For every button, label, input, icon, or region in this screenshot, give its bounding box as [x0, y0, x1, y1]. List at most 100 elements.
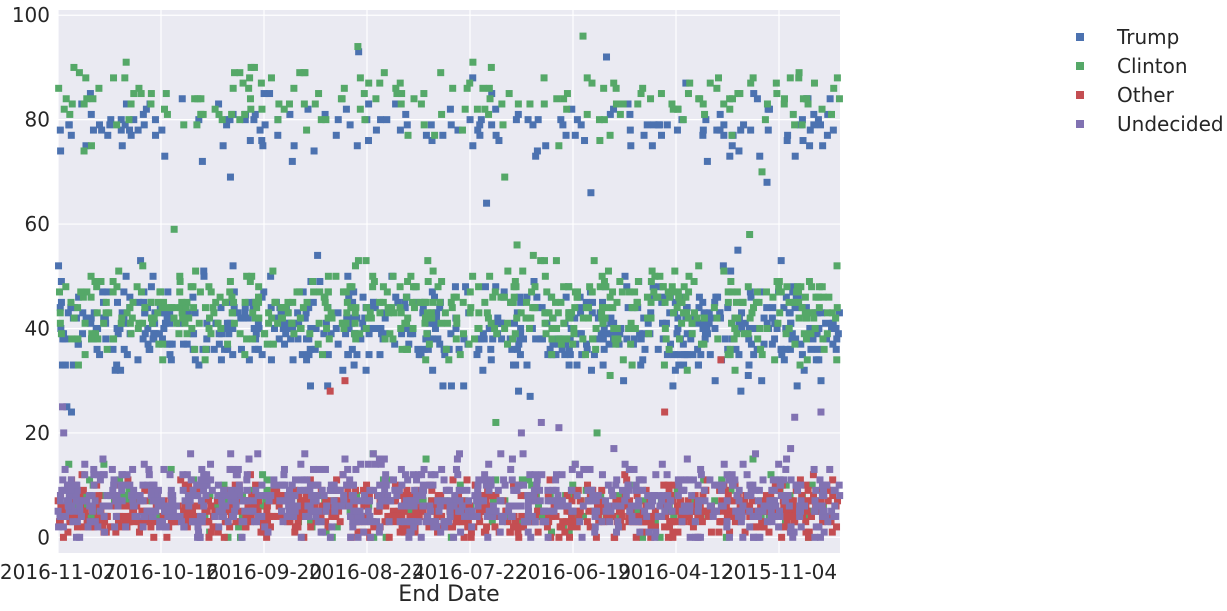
data-point	[798, 121, 806, 129]
data-point	[726, 528, 734, 536]
data-point	[346, 121, 354, 129]
data-point	[615, 492, 623, 500]
data-point	[452, 512, 460, 520]
data-point	[543, 288, 551, 296]
data-point	[617, 502, 625, 510]
data-point	[181, 502, 189, 510]
data-point	[277, 309, 285, 317]
data-point	[285, 324, 293, 332]
data-point	[475, 309, 483, 317]
data-point	[247, 105, 255, 113]
data-point	[412, 283, 420, 291]
data-point	[674, 476, 682, 484]
data-point	[372, 95, 380, 103]
data-point	[295, 319, 303, 327]
data-point	[620, 377, 628, 385]
data-point	[163, 314, 171, 322]
data-point	[723, 471, 731, 479]
data-point	[511, 278, 519, 285]
data-point	[583, 345, 591, 353]
data-point	[232, 518, 240, 526]
data-point	[808, 283, 816, 291]
data-point	[64, 528, 72, 536]
data-point	[126, 319, 134, 327]
data-point	[673, 304, 681, 312]
data-point	[725, 533, 733, 541]
data-point	[63, 497, 71, 505]
data-point	[462, 283, 470, 291]
data-point	[293, 288, 301, 296]
data-point	[139, 110, 147, 118]
data-point	[739, 460, 747, 468]
data-point	[384, 304, 392, 312]
data-point	[599, 298, 607, 306]
data-point	[207, 330, 215, 338]
data-point	[761, 116, 769, 124]
data-point	[453, 455, 461, 463]
data-point	[265, 497, 273, 505]
data-point	[195, 319, 203, 327]
data-point	[91, 278, 99, 285]
data-point	[528, 481, 536, 489]
data-point	[688, 492, 696, 500]
data-point	[109, 288, 117, 296]
data-point	[195, 481, 203, 489]
data-point	[711, 324, 719, 332]
data-point	[619, 100, 627, 108]
data-point	[109, 345, 117, 353]
data-point	[710, 304, 718, 312]
data-point	[635, 497, 643, 505]
data-point	[530, 278, 538, 285]
data-point	[835, 309, 843, 317]
data-point	[147, 90, 155, 98]
data-point	[380, 455, 388, 463]
data-point	[447, 298, 455, 306]
data-point	[654, 345, 662, 353]
data-point	[724, 298, 732, 306]
data-point	[578, 351, 586, 359]
data-point	[348, 288, 356, 296]
data-point	[296, 486, 304, 494]
data-point	[763, 324, 771, 332]
data-point	[553, 502, 561, 510]
data-point	[236, 69, 244, 77]
data-point	[563, 105, 571, 113]
data-point	[659, 492, 667, 500]
data-point	[123, 471, 131, 479]
data-point	[134, 126, 142, 134]
data-point	[613, 298, 621, 306]
data-point	[375, 528, 383, 536]
data-point	[671, 298, 679, 306]
data-point	[695, 262, 703, 270]
data-point	[537, 418, 545, 426]
data-point	[753, 95, 761, 103]
data-point	[492, 283, 500, 291]
data-point	[430, 523, 438, 531]
data-point	[76, 507, 84, 515]
data-point	[437, 512, 445, 520]
data-point	[555, 533, 563, 541]
data-point	[419, 309, 427, 317]
data-point	[695, 497, 703, 505]
data-point	[314, 518, 322, 526]
data-point	[471, 335, 479, 343]
data-point	[814, 345, 822, 353]
data-point	[560, 319, 568, 327]
data-point	[254, 319, 262, 327]
data-point	[64, 309, 72, 317]
data-point	[455, 486, 463, 494]
data-point	[767, 492, 775, 500]
data-point	[351, 262, 359, 270]
data-point	[217, 356, 225, 364]
data-point	[809, 335, 817, 343]
data-point	[719, 507, 727, 515]
data-point	[735, 497, 743, 505]
data-point	[487, 319, 495, 327]
data-point	[166, 309, 174, 317]
data-point	[699, 126, 707, 134]
data-point	[669, 533, 677, 541]
data-point	[144, 518, 152, 526]
data-point	[775, 288, 783, 296]
data-point	[255, 324, 263, 332]
data-point	[141, 309, 149, 317]
